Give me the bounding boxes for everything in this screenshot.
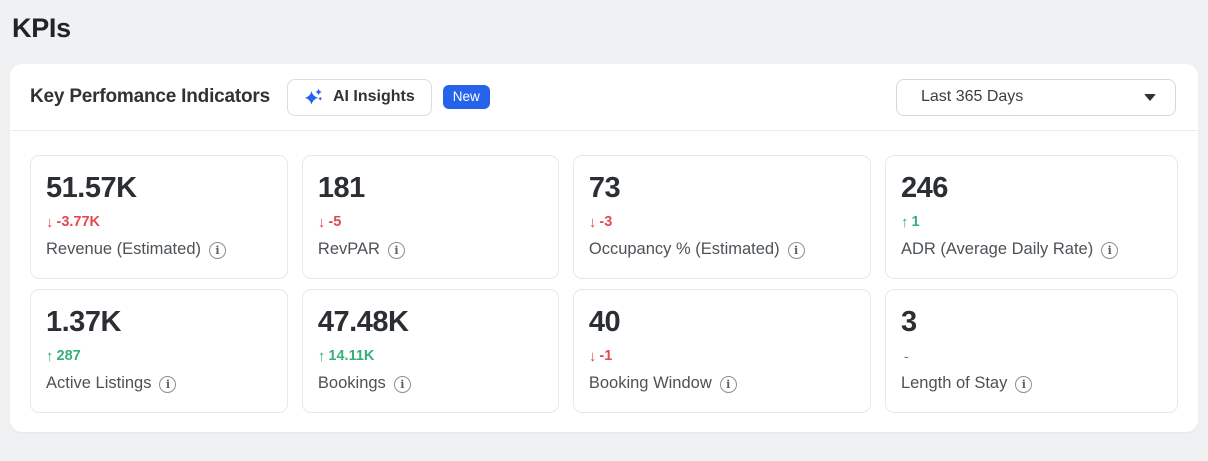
kpi-value: 1.37K bbox=[46, 306, 121, 338]
kpi-delta: ↑ 287 bbox=[46, 347, 272, 365]
kpi-label-text: Length of Stay bbox=[900, 374, 1008, 393]
ai-insights-button[interactable]: AI Insights bbox=[286, 78, 432, 116]
kpi-label: RevPAR i bbox=[318, 240, 543, 260]
kpi-delta-value: -5 bbox=[328, 214, 342, 231]
delta-arrow-icon: ↓ bbox=[588, 213, 597, 231]
kpi-value: 47.48K bbox=[317, 306, 409, 338]
page-title: KPIs bbox=[12, 13, 71, 43]
panel-body: 51.57K ↓ -3.77K Revenue (Estimated) i 18… bbox=[10, 131, 1198, 433]
delta-arrow-icon: ↑ bbox=[46, 347, 54, 365]
kpi-delta-value: 287 bbox=[56, 348, 81, 365]
kpi-delta-value: 1 bbox=[911, 214, 920, 231]
info-icon[interactable]: i bbox=[387, 241, 405, 259]
delta-arrow-icon: ↑ bbox=[317, 347, 326, 365]
kpi-delta: ↓ -5 bbox=[318, 213, 543, 231]
ai-insights-label: AI Insights bbox=[332, 88, 415, 105]
kpi-card-0: 51.57K ↓ -3.77K Revenue (Estimated) i bbox=[30, 155, 288, 279]
kpi-delta: ↑ 1 bbox=[901, 213, 1162, 231]
info-icon[interactable]: i bbox=[159, 375, 177, 393]
kpi-delta: - bbox=[901, 347, 1162, 365]
kpi-delta-value: -3.77K bbox=[56, 214, 101, 231]
kpi-value: 3 bbox=[900, 306, 917, 338]
delta-arrow-icon: ↓ bbox=[317, 213, 326, 231]
kpi-label: Length of Stay i bbox=[901, 374, 1162, 394]
kpi-delta: ↓ -3.77K bbox=[46, 213, 272, 231]
kpi-grid: 51.57K ↓ -3.77K Revenue (Estimated) i 18… bbox=[30, 155, 1178, 413]
info-icon[interactable]: i bbox=[787, 241, 805, 259]
kpi-label-text: Bookings bbox=[317, 374, 386, 393]
kpi-delta: ↓ -1 bbox=[589, 347, 855, 365]
kpi-label-text: Booking Window bbox=[588, 374, 712, 393]
kpi-card-4: 1.37K ↑ 287 Active Listings i bbox=[30, 289, 288, 413]
kpi-card-5: 47.48K ↑ 14.11K Bookings i bbox=[301, 289, 559, 413]
kpi-value: 40 bbox=[588, 306, 621, 338]
delta-arrow-icon: ↓ bbox=[588, 347, 597, 365]
chevron-down-icon bbox=[1144, 93, 1156, 101]
panel-header: Key Perfomance Indicators AI Insights Ne… bbox=[10, 64, 1198, 131]
info-icon[interactable]: i bbox=[393, 375, 411, 393]
delta-arrow-icon: ↑ bbox=[900, 213, 909, 231]
kpi-value: 51.57K bbox=[46, 172, 137, 204]
kpi-delta: ↓ -3 bbox=[589, 213, 855, 231]
kpi-label: Bookings i bbox=[318, 374, 543, 394]
kpi-delta: ↑ 14.11K bbox=[318, 347, 543, 365]
kpi-delta-value: -3 bbox=[599, 214, 613, 231]
info-icon[interactable]: i bbox=[209, 241, 226, 259]
kpi-card-7: 3 - Length of Stay i bbox=[884, 289, 1178, 413]
new-badge: New bbox=[442, 85, 490, 109]
kpi-card-3: 246 ↑ 1 ADR (Average Daily Rate) i bbox=[884, 155, 1178, 279]
kpi-card-6: 40 ↓ -1 Booking Window i bbox=[572, 289, 871, 413]
kpi-card-1: 181 ↓ -5 RevPAR i bbox=[301, 155, 559, 279]
kpi-card-2: 73 ↓ -3 Occupancy % (Estimated) i bbox=[572, 155, 871, 279]
kpi-delta-value: 14.11K bbox=[328, 348, 375, 365]
kpi-label-text: ADR (Average Daily Rate) bbox=[900, 240, 1094, 259]
kpis-page: KPIs Key Perfomance Indicators AI Insigh… bbox=[10, 13, 1198, 432]
kpi-label-text: RevPAR bbox=[317, 240, 380, 259]
panel-title: Key Perfomance Indicators bbox=[30, 86, 270, 107]
date-range-value: Last 365 Days bbox=[921, 88, 1024, 105]
info-icon[interactable]: i bbox=[1101, 241, 1119, 259]
kpi-delta-value: - bbox=[903, 348, 909, 365]
kpi-value: 73 bbox=[588, 172, 621, 204]
kpi-label-text: Active Listings bbox=[46, 374, 152, 393]
kpi-delta-value: -1 bbox=[599, 348, 613, 365]
kpi-label: Booking Window i bbox=[589, 374, 855, 394]
kpi-label: Occupancy % (Estimated) i bbox=[589, 240, 855, 260]
kpi-panel: Key Perfomance Indicators AI Insights Ne… bbox=[10, 64, 1198, 432]
sparkles-icon bbox=[304, 87, 324, 107]
kpi-label: ADR (Average Daily Rate) i bbox=[901, 240, 1162, 260]
delta-arrow-icon: ↓ bbox=[46, 213, 54, 231]
date-range-select[interactable]: Last 365 Days bbox=[896, 78, 1176, 116]
kpi-label: Active Listings i bbox=[46, 374, 272, 394]
info-icon[interactable]: i bbox=[719, 375, 737, 393]
kpi-label-text: Occupancy % (Estimated) bbox=[588, 240, 780, 259]
kpi-label: Revenue (Estimated) i bbox=[46, 240, 272, 260]
kpi-value: 181 bbox=[317, 172, 365, 204]
kpi-label-text: Revenue (Estimated) bbox=[46, 240, 201, 259]
info-icon[interactable]: i bbox=[1015, 375, 1033, 393]
kpi-value: 246 bbox=[900, 172, 948, 204]
